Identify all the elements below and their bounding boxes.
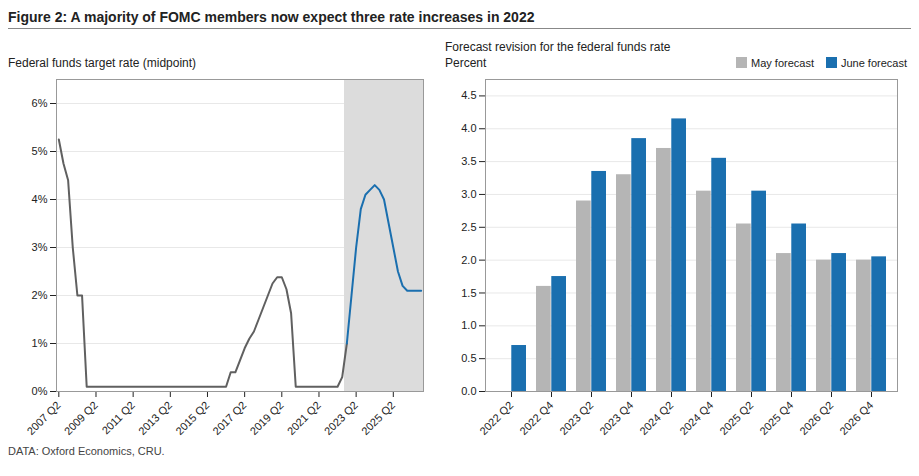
svg-text:1%: 1% [32,337,48,349]
svg-text:2026 Q4: 2026 Q4 [837,399,875,437]
svg-text:2013 Q2: 2013 Q2 [136,399,174,437]
svg-text:2023 Q2: 2023 Q2 [557,399,595,437]
svg-text:2009 Q2: 2009 Q2 [62,399,100,437]
svg-text:2023 Q2: 2023 Q2 [322,399,360,437]
svg-text:2.0: 2.0 [461,254,476,266]
svg-text:2026 Q2: 2026 Q2 [797,399,835,437]
svg-text:2.5: 2.5 [461,221,476,233]
svg-text:3%: 3% [32,241,48,253]
svg-text:3.5: 3.5 [461,155,476,167]
svg-text:0.0: 0.0 [461,385,476,397]
svg-text:2021 Q2: 2021 Q2 [285,399,323,437]
html-text:Forecast revision for the fede: Forecast revision for the federal funds … [445,40,671,54]
svg-text:5%: 5% [32,145,48,157]
svg-text:2025 Q2: 2025 Q2 [359,399,397,437]
svg-text:2019 Q2: 2019 Q2 [247,399,285,437]
svg-text:4%: 4% [32,193,48,205]
svg-text:2024 Q2: 2024 Q2 [637,399,675,437]
html-text:June forecast: June forecast [841,57,907,69]
svg-text:3.0: 3.0 [461,188,476,200]
svg-text:1.5: 1.5 [461,286,476,298]
svg-text:2022 Q2: 2022 Q2 [477,399,515,437]
svg-text:6%: 6% [32,97,48,109]
html-text:May forecast: May forecast [751,57,814,69]
svg-text:0.5: 0.5 [461,352,476,364]
html-text:DATA: Oxford Economics, CRU.: DATA: Oxford Economics, CRU. [8,445,165,457]
svg-text:2007 Q2: 2007 Q2 [24,399,62,437]
svg-text:2025 Q4: 2025 Q4 [757,399,795,437]
svg-text:0%: 0% [32,385,48,397]
svg-text:2022 Q4: 2022 Q4 [517,399,555,437]
svg-text:2023 Q4: 2023 Q4 [597,399,635,437]
svg-text:4.0: 4.0 [461,122,476,134]
html-text:Percent: Percent [445,56,487,70]
svg-text:1.0: 1.0 [461,319,476,331]
svg-text:2%: 2% [32,289,48,301]
svg-text:2011 Q2: 2011 Q2 [99,399,137,437]
svg-text:2024 Q4: 2024 Q4 [677,399,715,437]
svg-text:2015 Q2: 2015 Q2 [173,399,211,437]
html-text:Federal funds target rate (mid: Federal funds target rate (midpoint) [8,56,197,70]
html-text:Figure 2: A majority of FOMC m: Figure 2: A majority of FOMC members now… [8,9,535,25]
svg-text:2017 Q2: 2017 Q2 [210,399,248,437]
svg-text:4.5: 4.5 [461,89,476,101]
svg-text:2025 Q2: 2025 Q2 [717,399,755,437]
